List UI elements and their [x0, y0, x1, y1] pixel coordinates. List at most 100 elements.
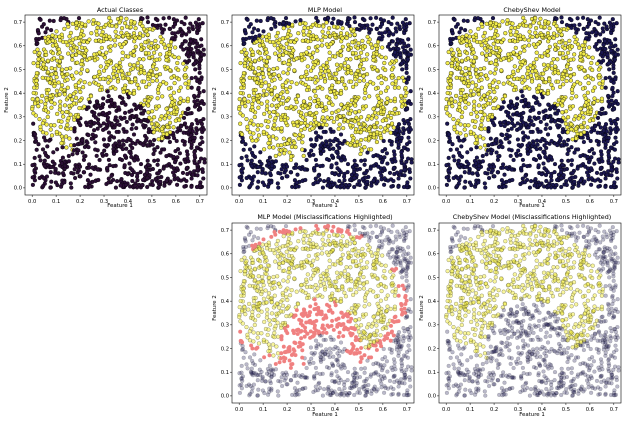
data-point [111, 71, 116, 76]
data-point [49, 66, 54, 71]
data-point [120, 26, 125, 31]
data-point [171, 90, 176, 95]
data-point [277, 53, 282, 58]
data-point [59, 87, 64, 92]
data-point [354, 173, 359, 178]
data-point [525, 151, 531, 156]
data-point [532, 115, 537, 120]
data-point [178, 161, 183, 166]
data-point [297, 165, 302, 170]
data-point [508, 32, 513, 37]
y-tick-label: 0.7 [221, 20, 229, 26]
data-point [252, 362, 258, 367]
data-point [377, 100, 382, 105]
data-point [540, 54, 545, 59]
data-point [563, 41, 568, 46]
data-point [198, 127, 204, 132]
data-point [561, 27, 567, 32]
data-point [172, 22, 178, 27]
data-point [108, 180, 113, 185]
data-point [145, 175, 150, 181]
data-point [515, 110, 520, 115]
data-point [295, 123, 300, 129]
data-point [546, 183, 551, 188]
data-point [96, 177, 101, 183]
data-point [348, 102, 353, 107]
data-point [293, 145, 298, 150]
data-point [158, 82, 163, 87]
data-point [331, 129, 336, 134]
data-point [321, 24, 326, 29]
data-point [94, 99, 99, 104]
data-point [550, 86, 555, 91]
data-point [143, 40, 148, 45]
data-point [109, 173, 114, 178]
data-point [275, 238, 280, 243]
data-point [584, 36, 589, 41]
data-point [284, 106, 289, 111]
data-point [195, 30, 200, 36]
data-point [271, 134, 276, 139]
data-point [293, 393, 298, 398]
data-point [352, 158, 357, 163]
data-point [280, 175, 285, 181]
data-point [534, 138, 540, 143]
data-point [611, 142, 617, 147]
data-point [545, 63, 551, 68]
data-point [596, 142, 601, 147]
data-point [318, 65, 323, 70]
data-point [396, 76, 401, 81]
data-point [256, 72, 261, 77]
data-point [484, 97, 489, 102]
data-point [252, 234, 257, 239]
data-point [31, 121, 36, 126]
data-point [405, 258, 410, 263]
data-point [34, 71, 39, 76]
data-point [30, 106, 35, 112]
data-point [275, 30, 280, 35]
data-point [395, 21, 400, 26]
data-point [348, 177, 353, 183]
data-point [190, 172, 195, 177]
data-point [181, 98, 186, 103]
data-point [145, 119, 150, 124]
data-point [289, 54, 294, 59]
data-point [385, 96, 390, 101]
data-point [543, 80, 548, 85]
data-point [156, 170, 161, 176]
x-tick-label: 0.0 [235, 199, 243, 205]
data-point [42, 135, 47, 140]
data-point [549, 66, 554, 71]
data-point [382, 390, 387, 395]
data-point [199, 43, 204, 48]
data-point [240, 132, 245, 137]
data-point [450, 31, 455, 36]
data-point [127, 62, 133, 67]
data-point [175, 60, 180, 66]
data-point [396, 142, 401, 147]
panel-mlp-model: MLP Model 0.0 0.1 0.2 0.3 0.4 0.5 0.6 0.70.00.1… [212, 6, 415, 209]
data-point [265, 124, 270, 129]
data-point [140, 23, 145, 29]
data-point [189, 122, 195, 127]
data-point [49, 72, 54, 77]
data-point [158, 179, 163, 184]
data-point [245, 366, 250, 371]
data-point [456, 135, 461, 140]
data-point [552, 170, 557, 175]
data-point [129, 80, 134, 85]
data-point [570, 90, 575, 95]
data-point [134, 126, 139, 131]
data-point [484, 57, 489, 62]
data-point [312, 89, 317, 94]
data-point [133, 44, 138, 49]
data-point [241, 147, 246, 152]
data-point [311, 389, 316, 395]
data-point [107, 110, 112, 115]
data-point [102, 55, 107, 60]
data-point [398, 139, 403, 144]
data-point [518, 50, 523, 55]
data-point [141, 102, 146, 107]
data-point [36, 142, 41, 147]
data-point [136, 86, 141, 91]
